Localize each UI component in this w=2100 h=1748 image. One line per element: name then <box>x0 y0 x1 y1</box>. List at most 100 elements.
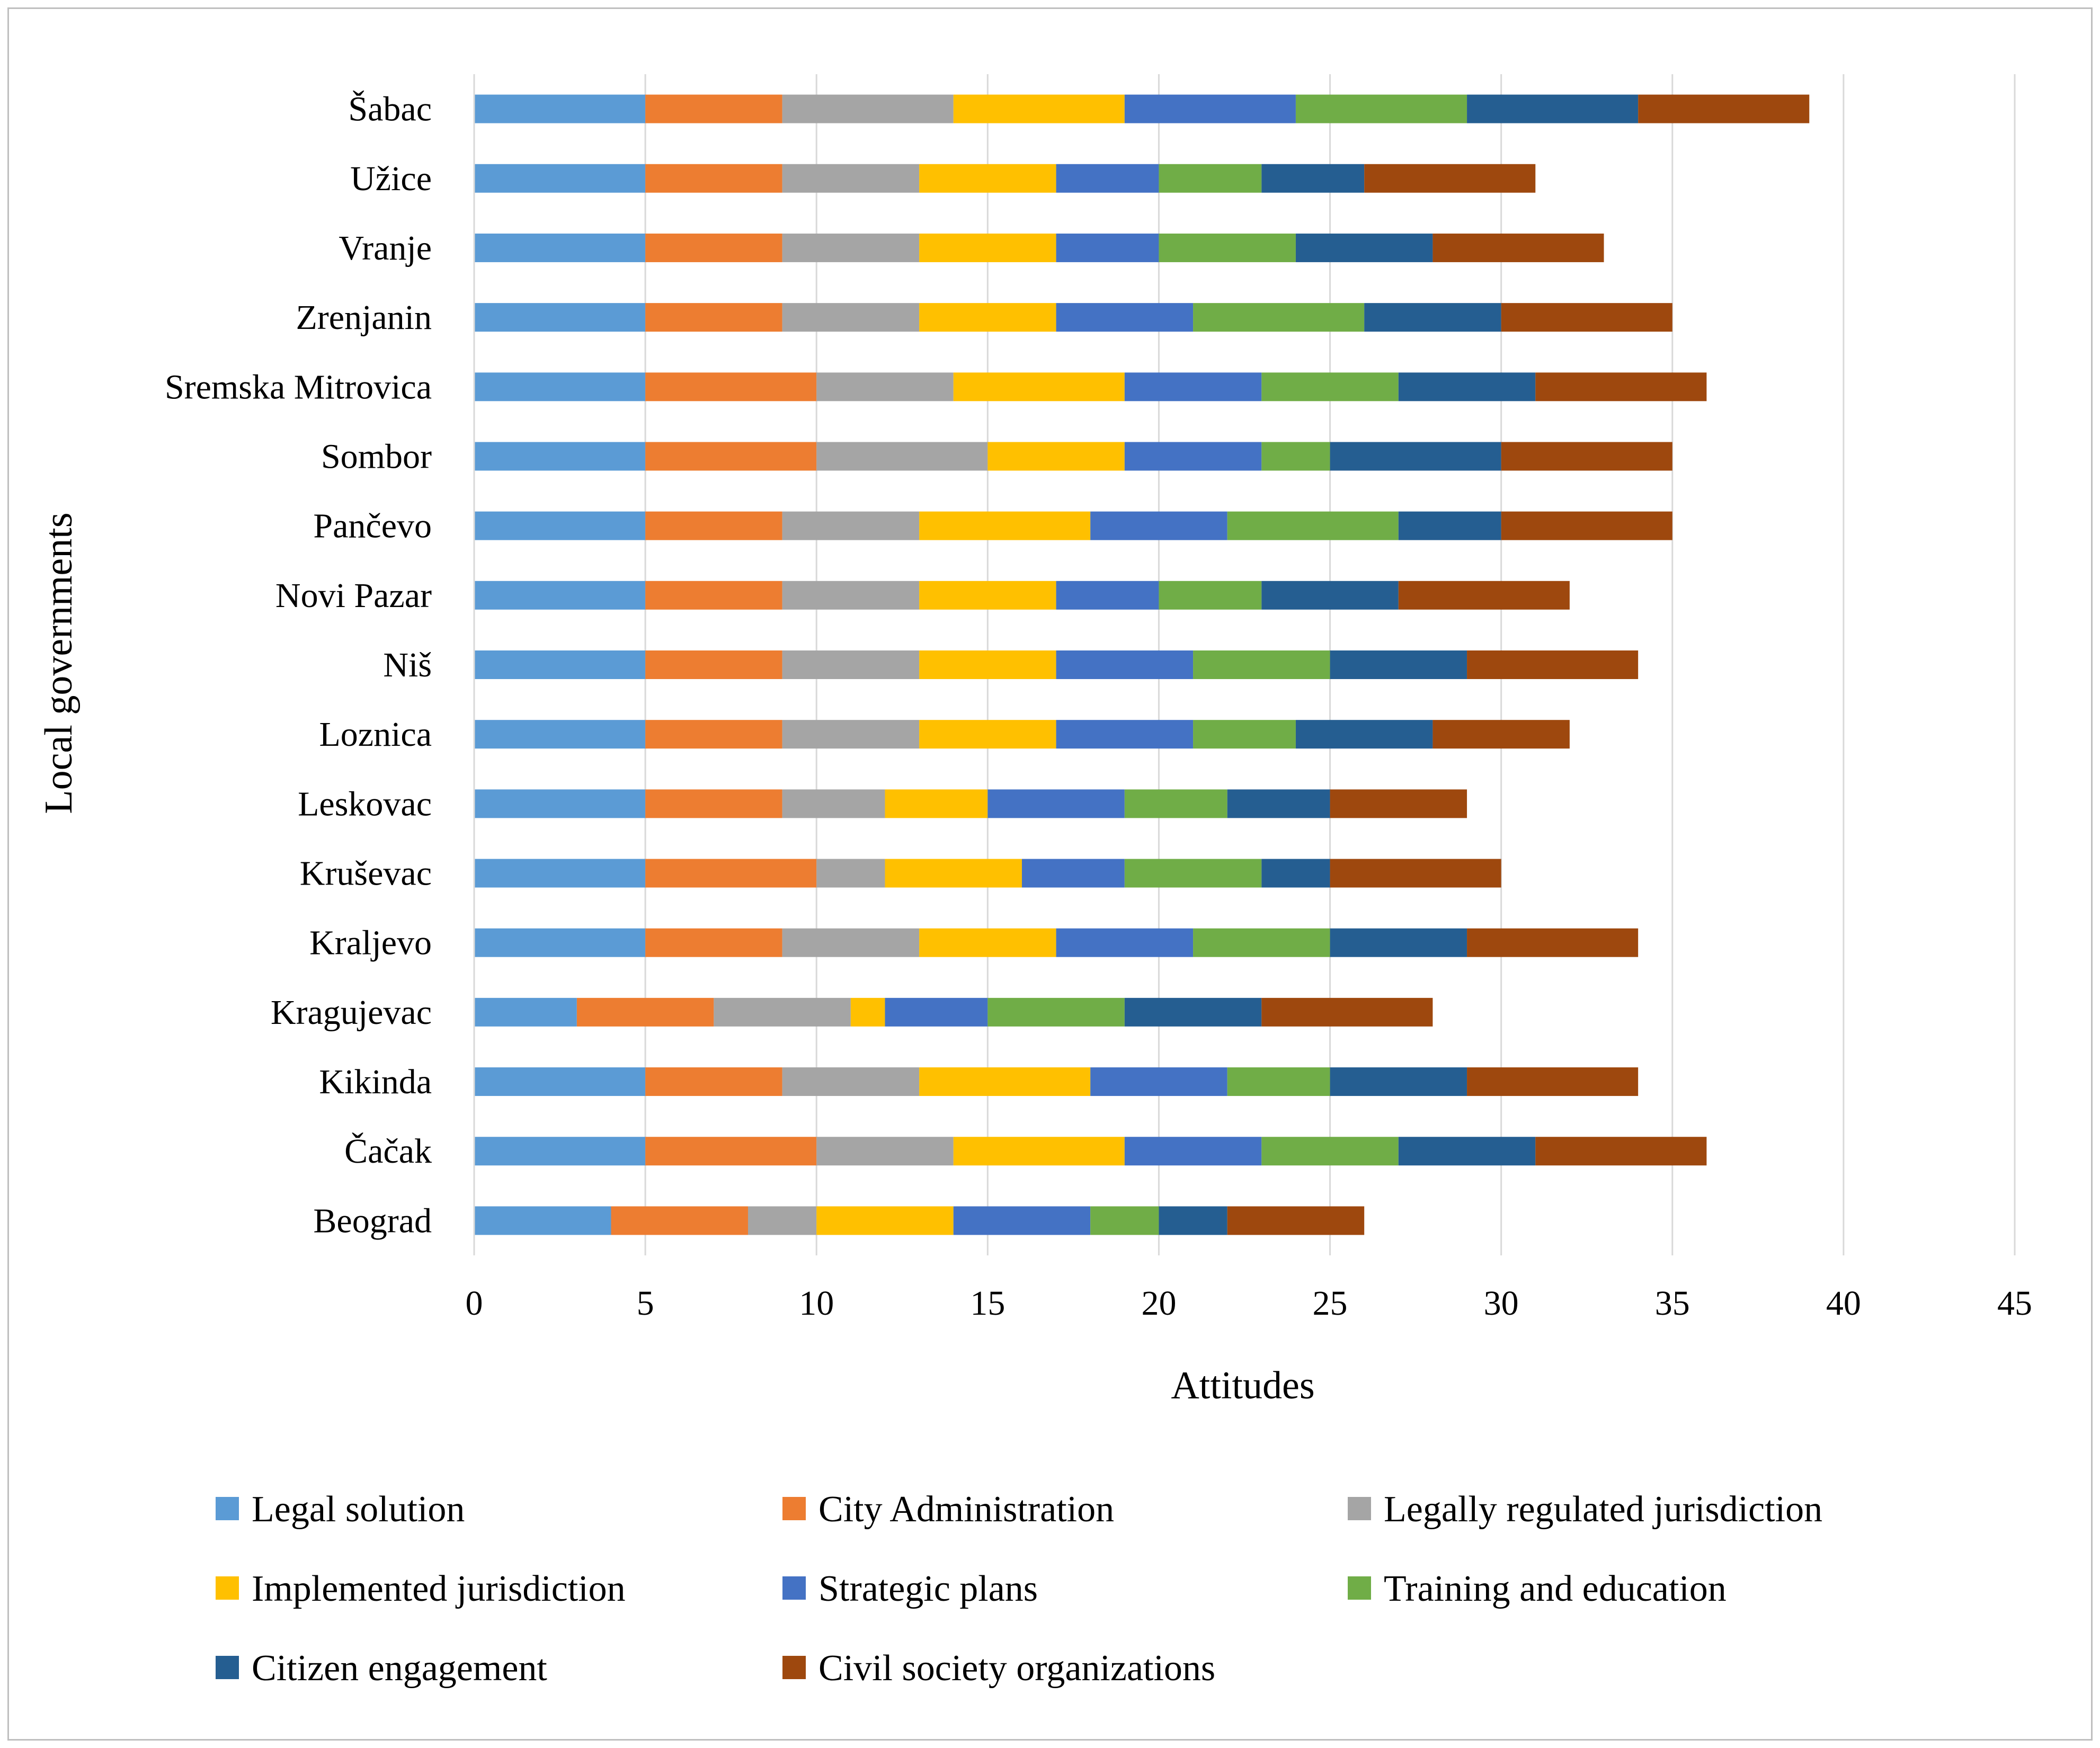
x-tick-label: 25 <box>1313 1284 1348 1323</box>
bar-segment <box>645 1067 782 1096</box>
bar-segment <box>1501 303 1672 332</box>
legend-swatch <box>782 1497 806 1520</box>
bar-segment <box>1467 1067 1639 1096</box>
bar-segment <box>1056 164 1159 193</box>
bar-segment <box>919 164 1056 193</box>
bar-segment <box>782 303 920 332</box>
x-tick-label: 20 <box>1141 1284 1176 1323</box>
bar-segment <box>645 720 782 749</box>
bar-segment <box>1261 164 1365 193</box>
bar-segment <box>1124 997 1262 1027</box>
bar-segment <box>1056 720 1194 749</box>
bar-segment <box>1056 650 1194 679</box>
bar-segment <box>1056 581 1159 610</box>
x-tick-label: 40 <box>1826 1284 1861 1323</box>
y-tick-label: Sremska Mitrovica <box>165 368 432 406</box>
bar-segment <box>1227 511 1399 540</box>
bar-segment <box>1261 1137 1399 1166</box>
bar-segment <box>987 997 1125 1027</box>
bar-segment <box>1330 928 1467 957</box>
bar-segment <box>782 233 920 262</box>
bar-segment <box>1227 1206 1365 1235</box>
bar-segment <box>576 997 714 1027</box>
y-tick-label: Kraljevo <box>309 924 432 962</box>
legend-label: Implemented jurisdiction <box>252 1568 626 1609</box>
bar-segment <box>645 303 782 332</box>
bar-segment <box>645 650 782 679</box>
bar-segment <box>1090 511 1227 540</box>
bar-segment <box>1432 233 1604 262</box>
x-axis-tick-labels: 0 5 10 15 20 25 30 35 40 45 <box>466 1284 2033 1323</box>
bar-segment <box>885 789 988 818</box>
bar-segment <box>1501 511 1672 540</box>
bar-segment <box>1364 164 1536 193</box>
bar-segment <box>1330 650 1467 679</box>
x-axis-title: Attitudes <box>1171 1364 1314 1407</box>
bar-segment <box>645 1137 817 1166</box>
bar-segment <box>1398 372 1536 402</box>
y-tick-label: Leskovac <box>298 784 432 823</box>
y-tick-label: Šabac <box>348 90 432 129</box>
x-tick-label: 5 <box>637 1284 654 1323</box>
y-axis-title: Local governments <box>37 512 81 814</box>
bar-segment <box>1261 372 1399 402</box>
y-tick-label: Novi Pazar <box>275 576 432 615</box>
bar-segment <box>919 511 1091 540</box>
bar-segment <box>919 303 1056 332</box>
bar-segment <box>474 581 646 610</box>
legend-swatch <box>782 1576 806 1600</box>
bar-segment <box>1638 94 1810 123</box>
bar-segment <box>1261 442 1330 471</box>
bar-segment <box>1124 1137 1262 1166</box>
bar-segment <box>474 1137 646 1166</box>
bar-segment <box>1056 303 1194 332</box>
legend-label: City Administration <box>818 1489 1114 1530</box>
x-tick-label: 15 <box>970 1284 1005 1323</box>
bar-segment <box>748 1206 817 1235</box>
bar-segment <box>645 233 782 262</box>
bar-segment <box>645 928 782 957</box>
y-tick-label: Kragujevac <box>271 993 432 1032</box>
y-tick-label: Kruševac <box>300 854 432 893</box>
bar-segment <box>953 1137 1125 1166</box>
bar-segment <box>782 94 954 123</box>
bar-segment <box>1193 928 1330 957</box>
bar-segment <box>1159 233 1296 262</box>
bar-segment <box>645 164 782 193</box>
legend-label: Training and education <box>1384 1568 1727 1609</box>
bar-segment <box>919 650 1056 679</box>
bar-segment <box>782 1067 920 1096</box>
bar-segment <box>1261 997 1433 1027</box>
bar-segment <box>1398 511 1501 540</box>
bar-segment <box>1535 372 1707 402</box>
bar-segment <box>1159 164 1262 193</box>
bar-segment <box>645 94 782 123</box>
bar-segment <box>816 1137 954 1166</box>
bar-segment <box>645 372 817 402</box>
bar-segment <box>850 997 885 1027</box>
bar-segment <box>474 1067 646 1096</box>
bar-segment <box>1124 789 1227 818</box>
bar-segment <box>1261 581 1399 610</box>
bar-segment <box>714 997 851 1027</box>
bar-segment <box>816 442 988 471</box>
x-tick-label: 0 <box>466 1284 483 1323</box>
chart-frame <box>7 7 2093 1741</box>
legend-swatch <box>782 1656 806 1679</box>
bar-segment <box>474 303 646 332</box>
bar-segment <box>1090 1067 1227 1096</box>
bar-segment <box>474 372 646 402</box>
bar-segment <box>987 789 1125 818</box>
legend-swatch <box>216 1576 239 1600</box>
bar-segment <box>1467 650 1639 679</box>
legend-swatch <box>216 1497 239 1520</box>
bar-segment <box>1295 233 1433 262</box>
bar-segment <box>474 164 646 193</box>
bar-segment <box>782 164 920 193</box>
bar-segment <box>645 581 782 610</box>
bar-segment <box>782 581 920 610</box>
bar-segment <box>1021 859 1125 888</box>
legend-swatch <box>1348 1497 1371 1520</box>
gridlines <box>644 74 2016 1255</box>
